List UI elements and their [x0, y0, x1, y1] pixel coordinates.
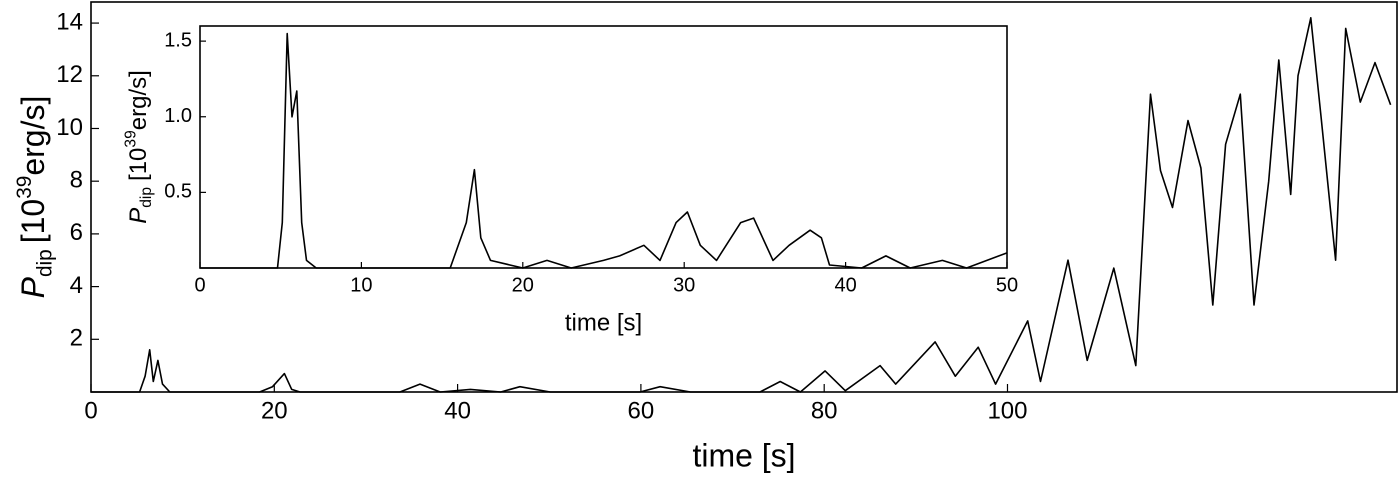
x-tick-label: 40: [444, 397, 471, 424]
y-tick-label: 0.5: [164, 181, 192, 203]
x-axis-label: time [s]: [565, 309, 642, 336]
y-axis-label-exponent: 39: [123, 130, 140, 147]
data-line: [91, 17, 1392, 393]
y-tick-label: 6: [70, 219, 83, 246]
y-axis-label-exponent: 39: [12, 176, 35, 199]
plot-area: [200, 26, 1007, 268]
y-axis-label-subscript: dip: [33, 249, 56, 277]
y-tick-label: 12: [56, 61, 83, 88]
y-tick-label: 4: [70, 272, 83, 299]
data-line: [200, 32, 1008, 269]
y-axis-label-prefix: [10: [15, 199, 51, 243]
plot-frame: [199, 25, 1008, 269]
x-tick-label: 80: [811, 397, 838, 424]
x-tick-label: 100: [987, 397, 1027, 424]
y-axis-label-symbol: P: [15, 276, 51, 298]
y-axis-label-prefix: [10: [125, 148, 152, 181]
x-tick-label: 0: [194, 274, 205, 296]
x-tick-label: 10: [350, 274, 372, 296]
x-tick-label: 40: [834, 274, 856, 296]
y-axis-label: Pdip [1039erg/s]: [12, 96, 56, 299]
x-tick-label: 20: [512, 274, 534, 296]
x-tick-label: 20: [261, 397, 288, 424]
y-tick-label: 2: [70, 325, 83, 352]
x-tick-label: 30: [673, 274, 695, 296]
x-tick-label: 60: [628, 397, 655, 424]
y-tick-label: 8: [70, 167, 83, 194]
y-tick-label: 10: [56, 114, 83, 141]
y-tick-label: 1.5: [164, 29, 192, 51]
x-axis-label: time [s]: [692, 437, 795, 473]
y-tick-label: 1.0: [164, 105, 192, 127]
y-tick-label: 14: [56, 8, 83, 35]
x-tick-label: 50: [996, 274, 1018, 296]
y-axis-label-symbol: P: [125, 208, 152, 224]
y-axis-label-subscript: dip: [138, 187, 155, 208]
x-tick-label: 0: [84, 397, 97, 424]
y-axis-label-unit: erg/s]: [125, 70, 152, 130]
y-axis-label: Pdip [1039erg/s]: [123, 70, 156, 224]
y-axis-label-unit: erg/s]: [15, 96, 51, 176]
plot-frame: [90, 1, 1398, 393]
